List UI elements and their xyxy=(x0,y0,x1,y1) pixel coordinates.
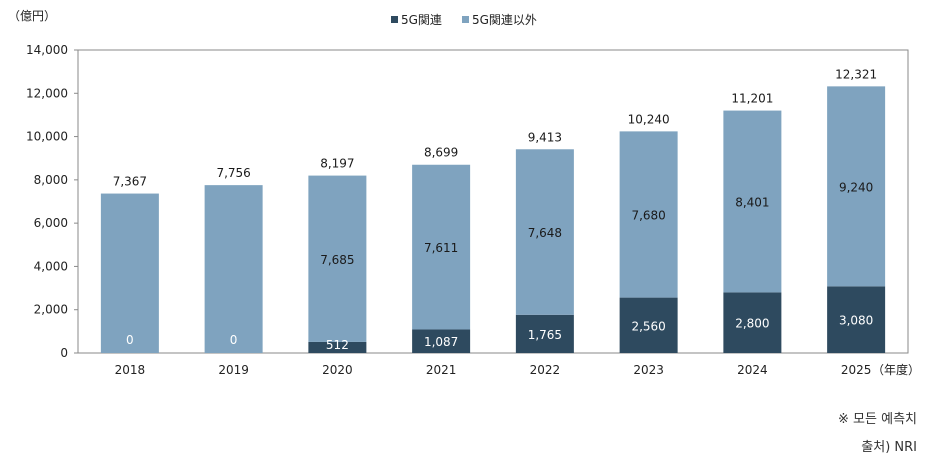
data-label-non-5g: 7,611 xyxy=(424,241,458,255)
x-tick-label: 2021 xyxy=(426,363,457,377)
data-label-non-5g: 9,240 xyxy=(839,180,873,194)
x-axis-unit: （年度） xyxy=(872,362,920,377)
data-label-total: 7,756 xyxy=(216,166,250,180)
bar-non-5g xyxy=(723,110,782,293)
y-tick-label: 4,000 xyxy=(34,259,68,273)
bar-5g xyxy=(412,329,471,353)
y-tick-label: 2,000 xyxy=(34,303,68,317)
bar-non-5g xyxy=(619,131,678,298)
bar-5g xyxy=(619,297,678,353)
bar-5g xyxy=(723,292,782,353)
data-label-5g: 1,087 xyxy=(424,335,458,349)
bar-non-5g xyxy=(308,175,367,342)
data-label-non-5g: 7,680 xyxy=(631,208,665,222)
data-label-5g: 3,080 xyxy=(839,314,873,328)
data-label-5g: 1,765 xyxy=(528,328,562,342)
data-label-non-5g: 8,401 xyxy=(735,195,769,209)
bars: 0 7,367 0 7,756 512 7,685 8,197 1,087 7,611 8,699… xyxy=(100,67,886,353)
x-tick-label: 2020 xyxy=(322,363,353,377)
x-tick-label: 2019 xyxy=(218,363,249,377)
y-axis: 0 2,000 4,000 6,000 8,000 10,000 12,000 14,000 xyxy=(26,43,78,360)
bar-non-5g xyxy=(412,164,471,330)
legend-label: 5G関連 xyxy=(401,13,442,27)
bar-non-5g xyxy=(204,185,263,353)
data-label-total: 10,240 xyxy=(628,112,670,126)
data-label-total: 11,201 xyxy=(731,92,773,106)
note-source: 출처) NRI xyxy=(861,440,917,455)
y-tick-label: 10,000 xyxy=(26,130,68,144)
bar-non-5g xyxy=(100,193,159,353)
y-tick-label: 0 xyxy=(60,346,68,360)
data-label-5g: 2,560 xyxy=(631,319,665,333)
x-tick-label: 2022 xyxy=(530,363,561,377)
bar-5g xyxy=(827,286,886,353)
legend-label: 5G関連以外 xyxy=(472,13,537,27)
data-label-5g: 0 xyxy=(126,333,134,347)
y-tick-label: 12,000 xyxy=(26,86,68,100)
y-tick-label: 6,000 xyxy=(34,216,68,230)
bar-5g xyxy=(515,314,574,353)
x-tick-label: 2023 xyxy=(633,363,664,377)
x-tick-label: 2024 xyxy=(737,363,768,377)
bar-non-5g xyxy=(827,86,886,287)
data-label-total: 9,413 xyxy=(528,130,562,144)
x-tick-label: 2025 xyxy=(841,363,872,377)
plot-frame xyxy=(77,49,909,354)
data-label-5g: 512 xyxy=(326,338,349,352)
data-label-total: 8,699 xyxy=(424,146,458,160)
note-forecast: ※ 모든 예측치 xyxy=(838,412,917,427)
bar-non-5g xyxy=(515,149,574,315)
data-label-5g: 0 xyxy=(230,333,238,347)
x-tick-label: 2018 xyxy=(115,363,146,377)
x-axis: 2018 2019 2020 2021 2022 2023 2024 2025 xyxy=(115,363,872,377)
data-label-5g: 2,800 xyxy=(735,317,769,331)
y-tick-label: 8,000 xyxy=(34,173,68,187)
data-label-total: 7,367 xyxy=(113,175,147,189)
legend-swatch xyxy=(391,16,398,23)
y-axis-unit: （億円） xyxy=(8,9,56,23)
bar-5g xyxy=(308,341,367,353)
data-label-total: 12,321 xyxy=(835,67,877,81)
data-label-non-5g: 7,685 xyxy=(320,253,354,267)
y-tick-label: 14,000 xyxy=(26,43,68,57)
legend-swatch xyxy=(462,16,469,23)
legend: 5G関連 5G関連以外 xyxy=(391,13,537,27)
data-label-non-5g: 7,648 xyxy=(528,226,562,240)
data-label-total: 8,197 xyxy=(320,157,354,171)
